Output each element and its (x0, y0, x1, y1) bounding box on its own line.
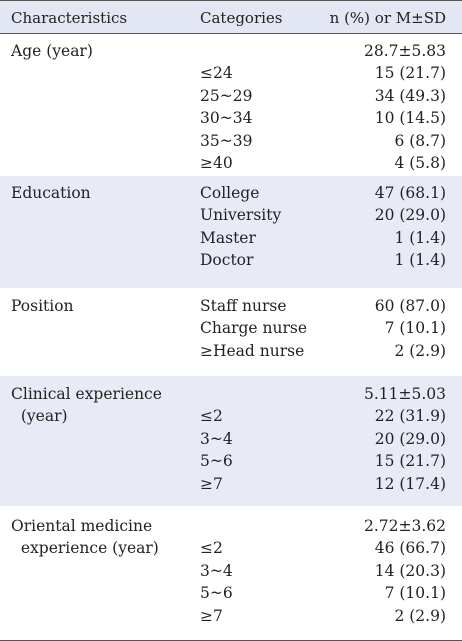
table-row: Education College 47 (68.1) (0, 182, 462, 204)
table-row: 5~6 15 (21.7) (0, 450, 462, 472)
cell-category: 3~4 (200, 429, 233, 448)
cell-value: 12 (17.4) (374, 474, 446, 493)
cell-category: ≥7 (200, 606, 223, 625)
table-row: 5~6 7 (10.1) (0, 582, 462, 604)
cell-category: 25~29 (200, 86, 253, 105)
cell-category: ≤24 (200, 64, 233, 83)
table-row: Charge nurse 7 (10.1) (0, 317, 462, 339)
table-body: Age (year) 28.7±5.83 ≤24 15 (21.7) 25~29 34 (… (0, 34, 462, 641)
table-row: (year) ≤2 22 (31.9) (0, 405, 462, 427)
cell-characteristic: Age (year) (11, 42, 93, 60)
row-group: Age (year) 28.7±5.83 ≤24 15 (21.7) 25~29 34 (… (0, 34, 462, 176)
cell-category: Master (200, 228, 256, 247)
cell-value: 7 (10.1) (384, 584, 446, 603)
cell-value: 6 (8.7) (394, 131, 446, 150)
cell-category: University (200, 206, 282, 225)
header-characteristics: Characteristics (11, 9, 128, 27)
cell-value: 22 (31.9) (374, 407, 446, 426)
cell-characteristic: Clinical experience (11, 385, 162, 403)
cell-value: 5.11±5.03 (363, 385, 446, 403)
cell-value: 2 (2.9) (394, 606, 446, 625)
table-row: 3~4 20 (29.0) (0, 428, 462, 450)
cell-category: 5~6 (200, 452, 233, 471)
table-row: ≥Head nurse 2 (2.9) (0, 340, 462, 362)
cell-category: 30~34 (200, 109, 253, 128)
cell-characteristic: Oriental medicine (11, 517, 153, 535)
cell-category: ≥Head nurse (200, 341, 305, 360)
row-group: Clinical experience 5.11±5.03 (year) ≤2 22 … (0, 376, 462, 506)
table-header: Characteristics Categories n (%) or M±SD (0, 0, 462, 34)
table-row: Doctor 1 (1.4) (0, 249, 462, 271)
cell-value: 15 (21.7) (374, 64, 446, 83)
table-row: experience (year) ≤2 46 (66.7) (0, 537, 462, 559)
cell-category: Staff nurse (200, 297, 287, 315)
table-row: Oriental medicine 2.72±3.62 (0, 515, 462, 537)
table-row: ≥7 2 (2.9) (0, 605, 462, 627)
cell-value: 7 (10.1) (384, 319, 446, 338)
table-row: 30~34 10 (14.5) (0, 107, 462, 129)
table-row: 35~39 6 (8.7) (0, 130, 462, 152)
table-row: Master 1 (1.4) (0, 227, 462, 249)
cell-category: ≥40 (200, 154, 233, 172)
table-row: 25~29 34 (49.3) (0, 85, 462, 107)
header-categories: Categories (200, 9, 283, 27)
cell-value: 15 (21.7) (374, 452, 446, 471)
cell-category: ≥7 (200, 474, 223, 493)
header-value: n (%) or M±SD (329, 9, 446, 27)
table-row: Clinical experience 5.11±5.03 (0, 383, 462, 405)
cell-characteristic: experience (year) (11, 539, 159, 558)
cell-value: 60 (87.0) (374, 297, 446, 315)
cell-value: 2.72±3.62 (363, 517, 446, 535)
cell-value: 47 (68.1) (374, 184, 446, 202)
cell-characteristic: Education (11, 184, 91, 202)
table-row: Age (year) 28.7±5.83 (0, 40, 462, 62)
table-row: ≥7 12 (17.4) (0, 473, 462, 495)
cell-value: 14 (20.3) (374, 561, 446, 580)
cell-category: ≤2 (200, 407, 223, 426)
cell-category: 5~6 (200, 584, 233, 603)
table-row: 3~4 14 (20.3) (0, 560, 462, 582)
cell-characteristic: Position (11, 297, 74, 315)
cell-category: 35~39 (200, 131, 253, 150)
cell-category: ≤2 (200, 539, 223, 558)
table-row: ≥40 4 (5.8) (0, 152, 462, 174)
row-group: Oriental medicine 2.72±3.62 experience (y… (0, 506, 462, 641)
cell-category: College (200, 184, 260, 202)
cell-value: 20 (29.0) (374, 206, 446, 225)
cell-value: 34 (49.3) (374, 86, 446, 105)
row-group: Position Staff nurse 60 (87.0) Charge nurse… (0, 288, 462, 376)
cell-value: 2 (2.9) (394, 341, 446, 360)
cell-characteristic: (year) (11, 407, 68, 426)
cell-value: 46 (66.7) (374, 539, 446, 558)
cell-value: 28.7±5.83 (363, 42, 446, 60)
cell-category: Charge nurse (200, 319, 308, 338)
table-row: University 20 (29.0) (0, 204, 462, 226)
table-row: Position Staff nurse 60 (87.0) (0, 295, 462, 317)
table-row: ≤24 15 (21.7) (0, 62, 462, 84)
cell-value: 4 (5.8) (394, 154, 446, 172)
cell-value: 1 (1.4) (394, 228, 446, 247)
cell-value: 10 (14.5) (374, 109, 446, 128)
cell-value: 20 (29.0) (374, 429, 446, 448)
cell-category: 3~4 (200, 561, 233, 580)
row-group: Education College 47 (68.1) University 20 (2… (0, 176, 462, 288)
cell-value: 1 (1.4) (394, 251, 446, 270)
cell-category: Doctor (200, 251, 254, 270)
